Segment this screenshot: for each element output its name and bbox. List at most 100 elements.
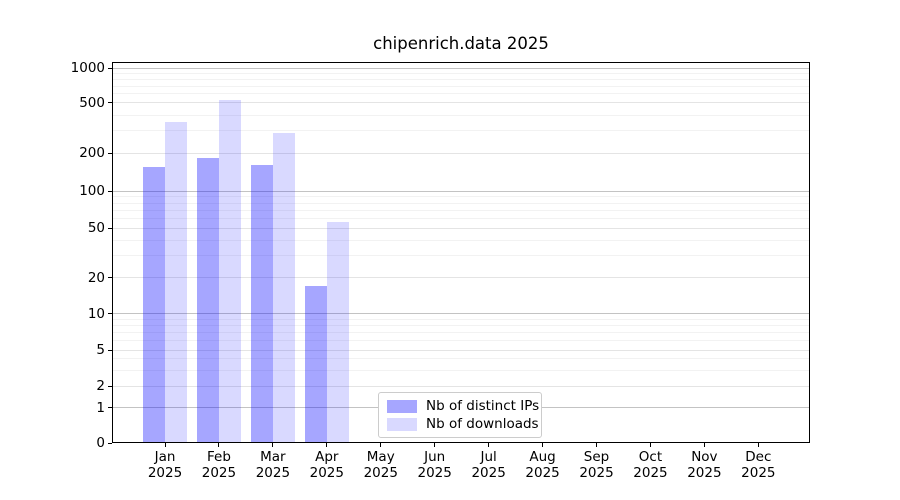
- y-axis-tick-label: 10: [87, 305, 105, 322]
- gridline: [113, 349, 809, 351]
- month-label: Oct: [638, 449, 663, 465]
- legend-item: Nb of distinct IPs: [387, 399, 539, 413]
- y-axis-tick-label: 50: [87, 220, 105, 237]
- x-axis-tick-label: May 2025: [351, 449, 411, 481]
- x-axis-tick-label: Apr 2025: [297, 449, 357, 481]
- x-tick-mark: [326, 443, 328, 447]
- y-axis-tick-label: 1: [96, 399, 105, 416]
- x-axis-tick-label: Mar 2025: [243, 449, 303, 481]
- minor-gridline: [113, 209, 809, 211]
- minor-gridline: [113, 369, 809, 371]
- minor-gridline: [113, 85, 809, 87]
- x-axis-tick-label: Feb 2025: [189, 449, 249, 481]
- y-axis-tick-label: 20: [87, 269, 105, 286]
- minor-gridline: [113, 130, 809, 132]
- year-label: 2025: [363, 465, 398, 481]
- minor-gridline: [113, 78, 809, 80]
- minor-gridline: [113, 202, 809, 204]
- legend: Nb of distinct IPs Nb of downloads: [378, 392, 542, 438]
- year-label: 2025: [147, 465, 183, 481]
- y-tick-mark: [108, 190, 112, 192]
- month-label: Nov: [691, 449, 718, 465]
- month-label: Sep: [583, 449, 610, 465]
- x-axis-tick-label: Nov 2025: [674, 449, 734, 481]
- y-tick-mark: [108, 407, 112, 409]
- year-label: 2025: [687, 465, 722, 481]
- legend-swatch-distinct-ips: [387, 399, 417, 413]
- x-axis-tick-label: Sep 2025: [567, 449, 627, 481]
- month-label: Mar: [260, 449, 286, 465]
- bar-downloads: [218, 99, 241, 442]
- plot-area: [112, 62, 810, 443]
- month-label: May: [366, 449, 395, 465]
- minor-gridline: [113, 324, 809, 326]
- x-axis-tick-label: Jan 2025: [135, 449, 195, 481]
- gridline: [113, 190, 809, 192]
- x-tick-mark: [703, 443, 705, 447]
- x-tick-mark: [218, 443, 220, 447]
- x-tick-mark: [542, 443, 544, 447]
- legend-label: Nb of downloads: [426, 416, 539, 432]
- gridline: [113, 227, 809, 229]
- year-label: 2025: [633, 465, 668, 481]
- year-label: 2025: [417, 465, 452, 481]
- bar-downloads: [326, 222, 349, 442]
- minor-gridline: [113, 73, 809, 75]
- month-label: Jun: [424, 449, 446, 465]
- minor-gridline: [113, 339, 809, 341]
- month-label: Jul: [480, 449, 497, 465]
- x-tick-mark: [757, 443, 759, 447]
- minor-gridline: [113, 239, 809, 241]
- x-tick-mark: [272, 443, 274, 447]
- month-label: Aug: [529, 449, 556, 465]
- bar-downloads: [272, 132, 295, 442]
- x-axis-tick-label: Oct 2025: [620, 449, 680, 481]
- year-label: 2025: [309, 465, 344, 481]
- y-tick-mark: [108, 227, 112, 229]
- gridline: [113, 277, 809, 279]
- legend-item: Nb of downloads: [387, 417, 539, 431]
- minor-gridline: [113, 331, 809, 333]
- x-axis-tick-label: Jun 2025: [405, 449, 465, 481]
- x-axis-tick-label: Jul 2025: [459, 449, 519, 481]
- month-label: Jan: [154, 449, 176, 465]
- year-label: 2025: [471, 465, 506, 481]
- x-tick-mark: [434, 443, 436, 447]
- minor-gridline: [113, 255, 809, 257]
- bar-distinct-ips: [304, 286, 327, 442]
- y-axis-tick-label: 1000: [70, 60, 105, 77]
- y-tick-mark: [108, 349, 112, 351]
- gridline: [113, 385, 809, 387]
- month-label: Apr: [315, 449, 339, 465]
- minor-gridline: [113, 196, 809, 198]
- gridline: [113, 152, 809, 154]
- bar-distinct-ips: [143, 167, 165, 442]
- y-axis-tick-label: 2: [96, 378, 105, 394]
- y-axis-tick-label: 200: [79, 145, 105, 162]
- year-label: 2025: [255, 465, 291, 481]
- y-axis-tick-label: 5: [96, 342, 105, 358]
- gridline: [113, 102, 809, 104]
- bar-distinct-ips: [250, 165, 273, 442]
- gridline: [113, 67, 809, 69]
- x-tick-mark: [380, 443, 382, 447]
- gridline: [113, 313, 809, 315]
- year-label: 2025: [741, 465, 776, 481]
- y-tick-mark: [108, 385, 112, 387]
- minor-gridline: [113, 114, 809, 116]
- y-tick-mark: [108, 313, 112, 315]
- x-axis-tick-label: Aug 2025: [513, 449, 573, 481]
- month-label: Dec: [745, 449, 772, 465]
- y-axis-tick-label: 100: [79, 183, 105, 199]
- y-tick-mark: [108, 442, 112, 444]
- legend-swatch-downloads: [387, 417, 417, 431]
- chart-title: chipenrich.data 2025: [373, 34, 549, 53]
- year-label: 2025: [579, 465, 614, 481]
- month-label: Feb: [206, 449, 231, 465]
- x-tick-mark: [488, 443, 490, 447]
- minor-gridline: [113, 318, 809, 320]
- legend-label: Nb of distinct IPs: [426, 398, 540, 414]
- y-tick-mark: [108, 102, 112, 104]
- x-tick-mark: [164, 443, 166, 447]
